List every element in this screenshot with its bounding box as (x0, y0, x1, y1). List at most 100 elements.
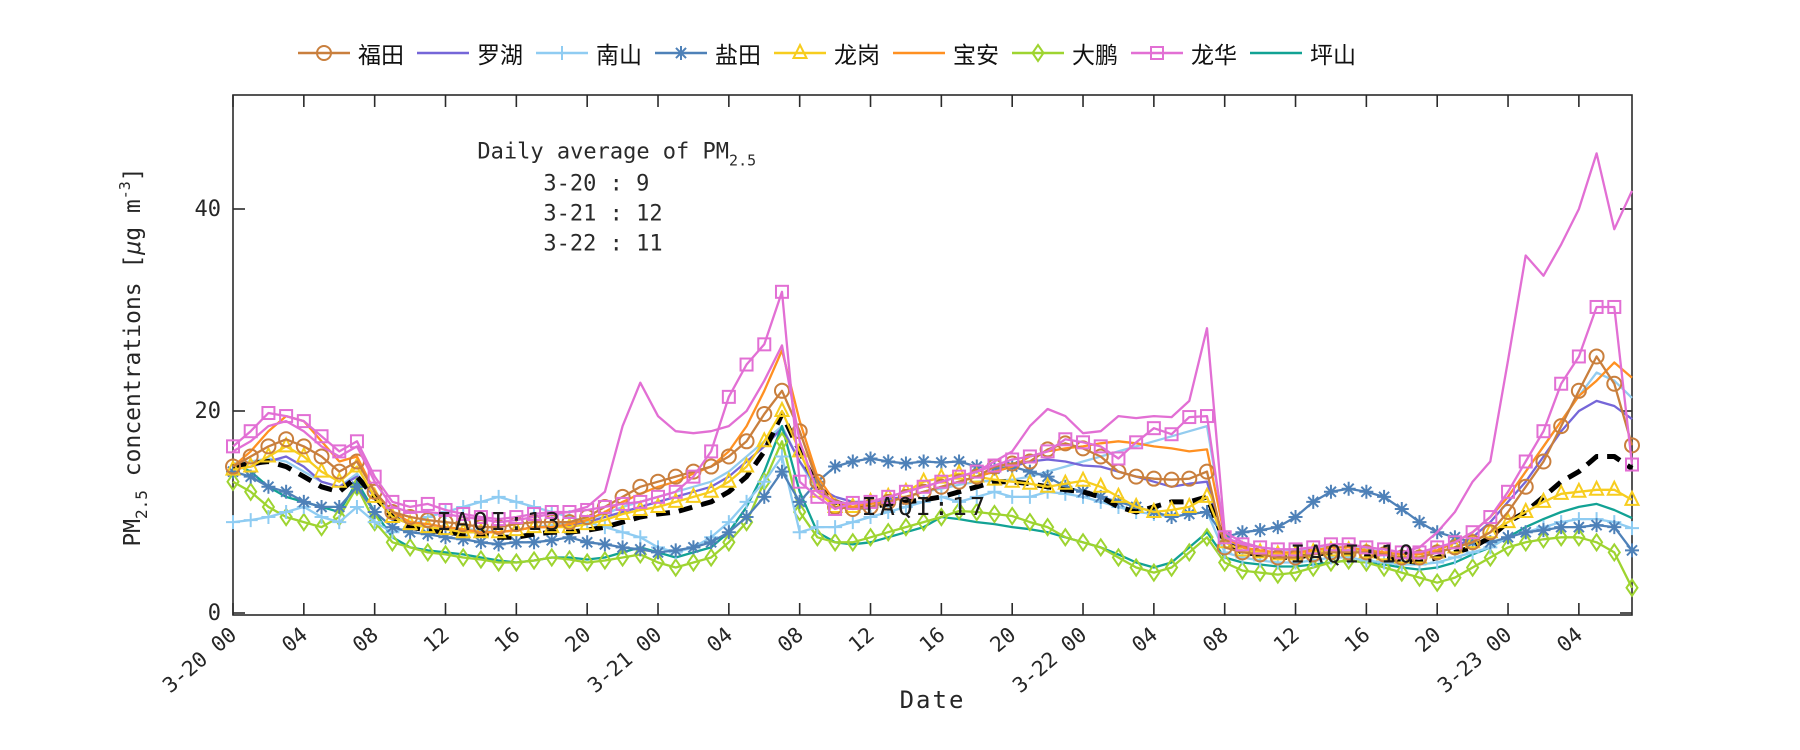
marker-asterisk (1058, 479, 1073, 494)
marker-asterisk (792, 494, 807, 509)
y-tick-label: 20 (195, 399, 222, 424)
legend-label: 龙岗 (834, 43, 880, 69)
marker-asterisk (863, 451, 878, 466)
legend-swatch (417, 51, 469, 55)
marker-diamond (651, 552, 665, 573)
legend-swatch (1250, 51, 1302, 55)
marker-plus (615, 525, 630, 540)
marker-square (1323, 537, 1338, 552)
marker-square (845, 495, 860, 510)
legend-swatch (893, 51, 945, 55)
marker-square (881, 489, 896, 504)
marker-triangle (1588, 479, 1605, 496)
marker-square (1129, 435, 1144, 450)
marker-triangle (756, 431, 773, 448)
marker-diamond (863, 527, 878, 548)
marker-square (509, 510, 524, 525)
marker-asterisk (1182, 507, 1197, 522)
marker-asterisk (1022, 464, 1037, 479)
marker-asterisk (1270, 520, 1285, 535)
marker-plus (881, 505, 896, 519)
marker-plus (456, 499, 471, 514)
marker-asterisk (739, 510, 754, 525)
marker-diamond (1040, 517, 1055, 537)
marker-square (1607, 299, 1622, 314)
marker-square (668, 484, 683, 499)
marker-triangle (1145, 501, 1162, 518)
marker-square (243, 424, 258, 439)
marker-square (1164, 427, 1179, 442)
marker-plus (987, 484, 1002, 499)
marker-asterisk (580, 535, 595, 550)
y-axis-title: PM2.5 concentrations [μg m-3] (116, 167, 151, 546)
legend-label: 福田 (358, 43, 404, 69)
marker-circle (738, 433, 755, 450)
marker-diamond (1217, 552, 1232, 573)
marker-triangle (738, 456, 755, 473)
marker-circle (1517, 478, 1534, 495)
marker-diamond (1306, 557, 1320, 578)
marker-diamond (562, 549, 577, 570)
marker-plus (226, 515, 240, 530)
marker-triangle (295, 446, 312, 463)
marker-square (1040, 444, 1055, 459)
marker-circle (295, 438, 312, 455)
marker-square (385, 494, 400, 509)
marker-asterisk (243, 469, 258, 484)
marker-asterisk (1359, 484, 1374, 499)
legend-swatch (655, 46, 707, 60)
x-tick-label: 04 (702, 622, 737, 657)
x-tick-label: 3-20 00 (158, 622, 241, 697)
marker-square (615, 496, 630, 511)
marker-square (438, 502, 453, 517)
marker-diamond (297, 512, 311, 532)
x-tick-label: 08 (773, 622, 808, 657)
series-line-11 (232, 411, 1634, 565)
marker-plus (279, 505, 294, 519)
marker-circle (1145, 470, 1162, 487)
marker-triangle (1499, 511, 1517, 529)
marker-diamond (456, 547, 470, 568)
marker-square (898, 484, 913, 499)
legend-item-2: 南山 (534, 36, 642, 70)
marker-asterisk (473, 535, 488, 550)
marker-asterisk (385, 520, 400, 535)
marker-square (1412, 545, 1427, 560)
marker-square (1554, 376, 1569, 391)
legend-label: 龙华 (1191, 43, 1237, 69)
marker-plus (774, 449, 789, 464)
marker-diamond (580, 552, 594, 573)
marker-plus (863, 510, 878, 525)
y-tick-label: 0 (208, 601, 221, 626)
marker-diamond (1147, 562, 1161, 583)
marker-triangle (1039, 476, 1056, 493)
marker-diamond (987, 504, 1002, 524)
marker-asterisk (934, 455, 949, 470)
legend-swatch (1131, 46, 1183, 60)
legend-marker (555, 46, 569, 60)
marker-square (544, 505, 559, 519)
marker-square (1270, 542, 1285, 557)
marker-asterisk (332, 499, 347, 514)
marker-square (349, 434, 364, 449)
marker-circle (703, 458, 720, 475)
marker-triangle (649, 496, 667, 513)
legend-item-4: 龙岗 (772, 36, 880, 70)
legend-item-6: 大鹏 (1010, 36, 1118, 70)
marker-plus (509, 494, 524, 509)
marker-asterisk (403, 525, 418, 540)
marker-square (1377, 542, 1392, 557)
marker-plus (243, 513, 258, 528)
marker-diamond (243, 482, 258, 502)
marker-square (1111, 451, 1126, 466)
marker-asterisk (456, 532, 471, 547)
marker-asterisk (597, 537, 612, 552)
marker-triangle (1606, 479, 1623, 496)
marker-triangle (1004, 471, 1021, 488)
legend-item-7: 龙华 (1129, 36, 1237, 70)
marker-diamond (1031, 43, 1045, 63)
marker-square (1518, 454, 1533, 469)
marker-asterisk (674, 46, 688, 60)
legend-swatch (536, 46, 588, 60)
marker-asterisk (774, 464, 789, 479)
